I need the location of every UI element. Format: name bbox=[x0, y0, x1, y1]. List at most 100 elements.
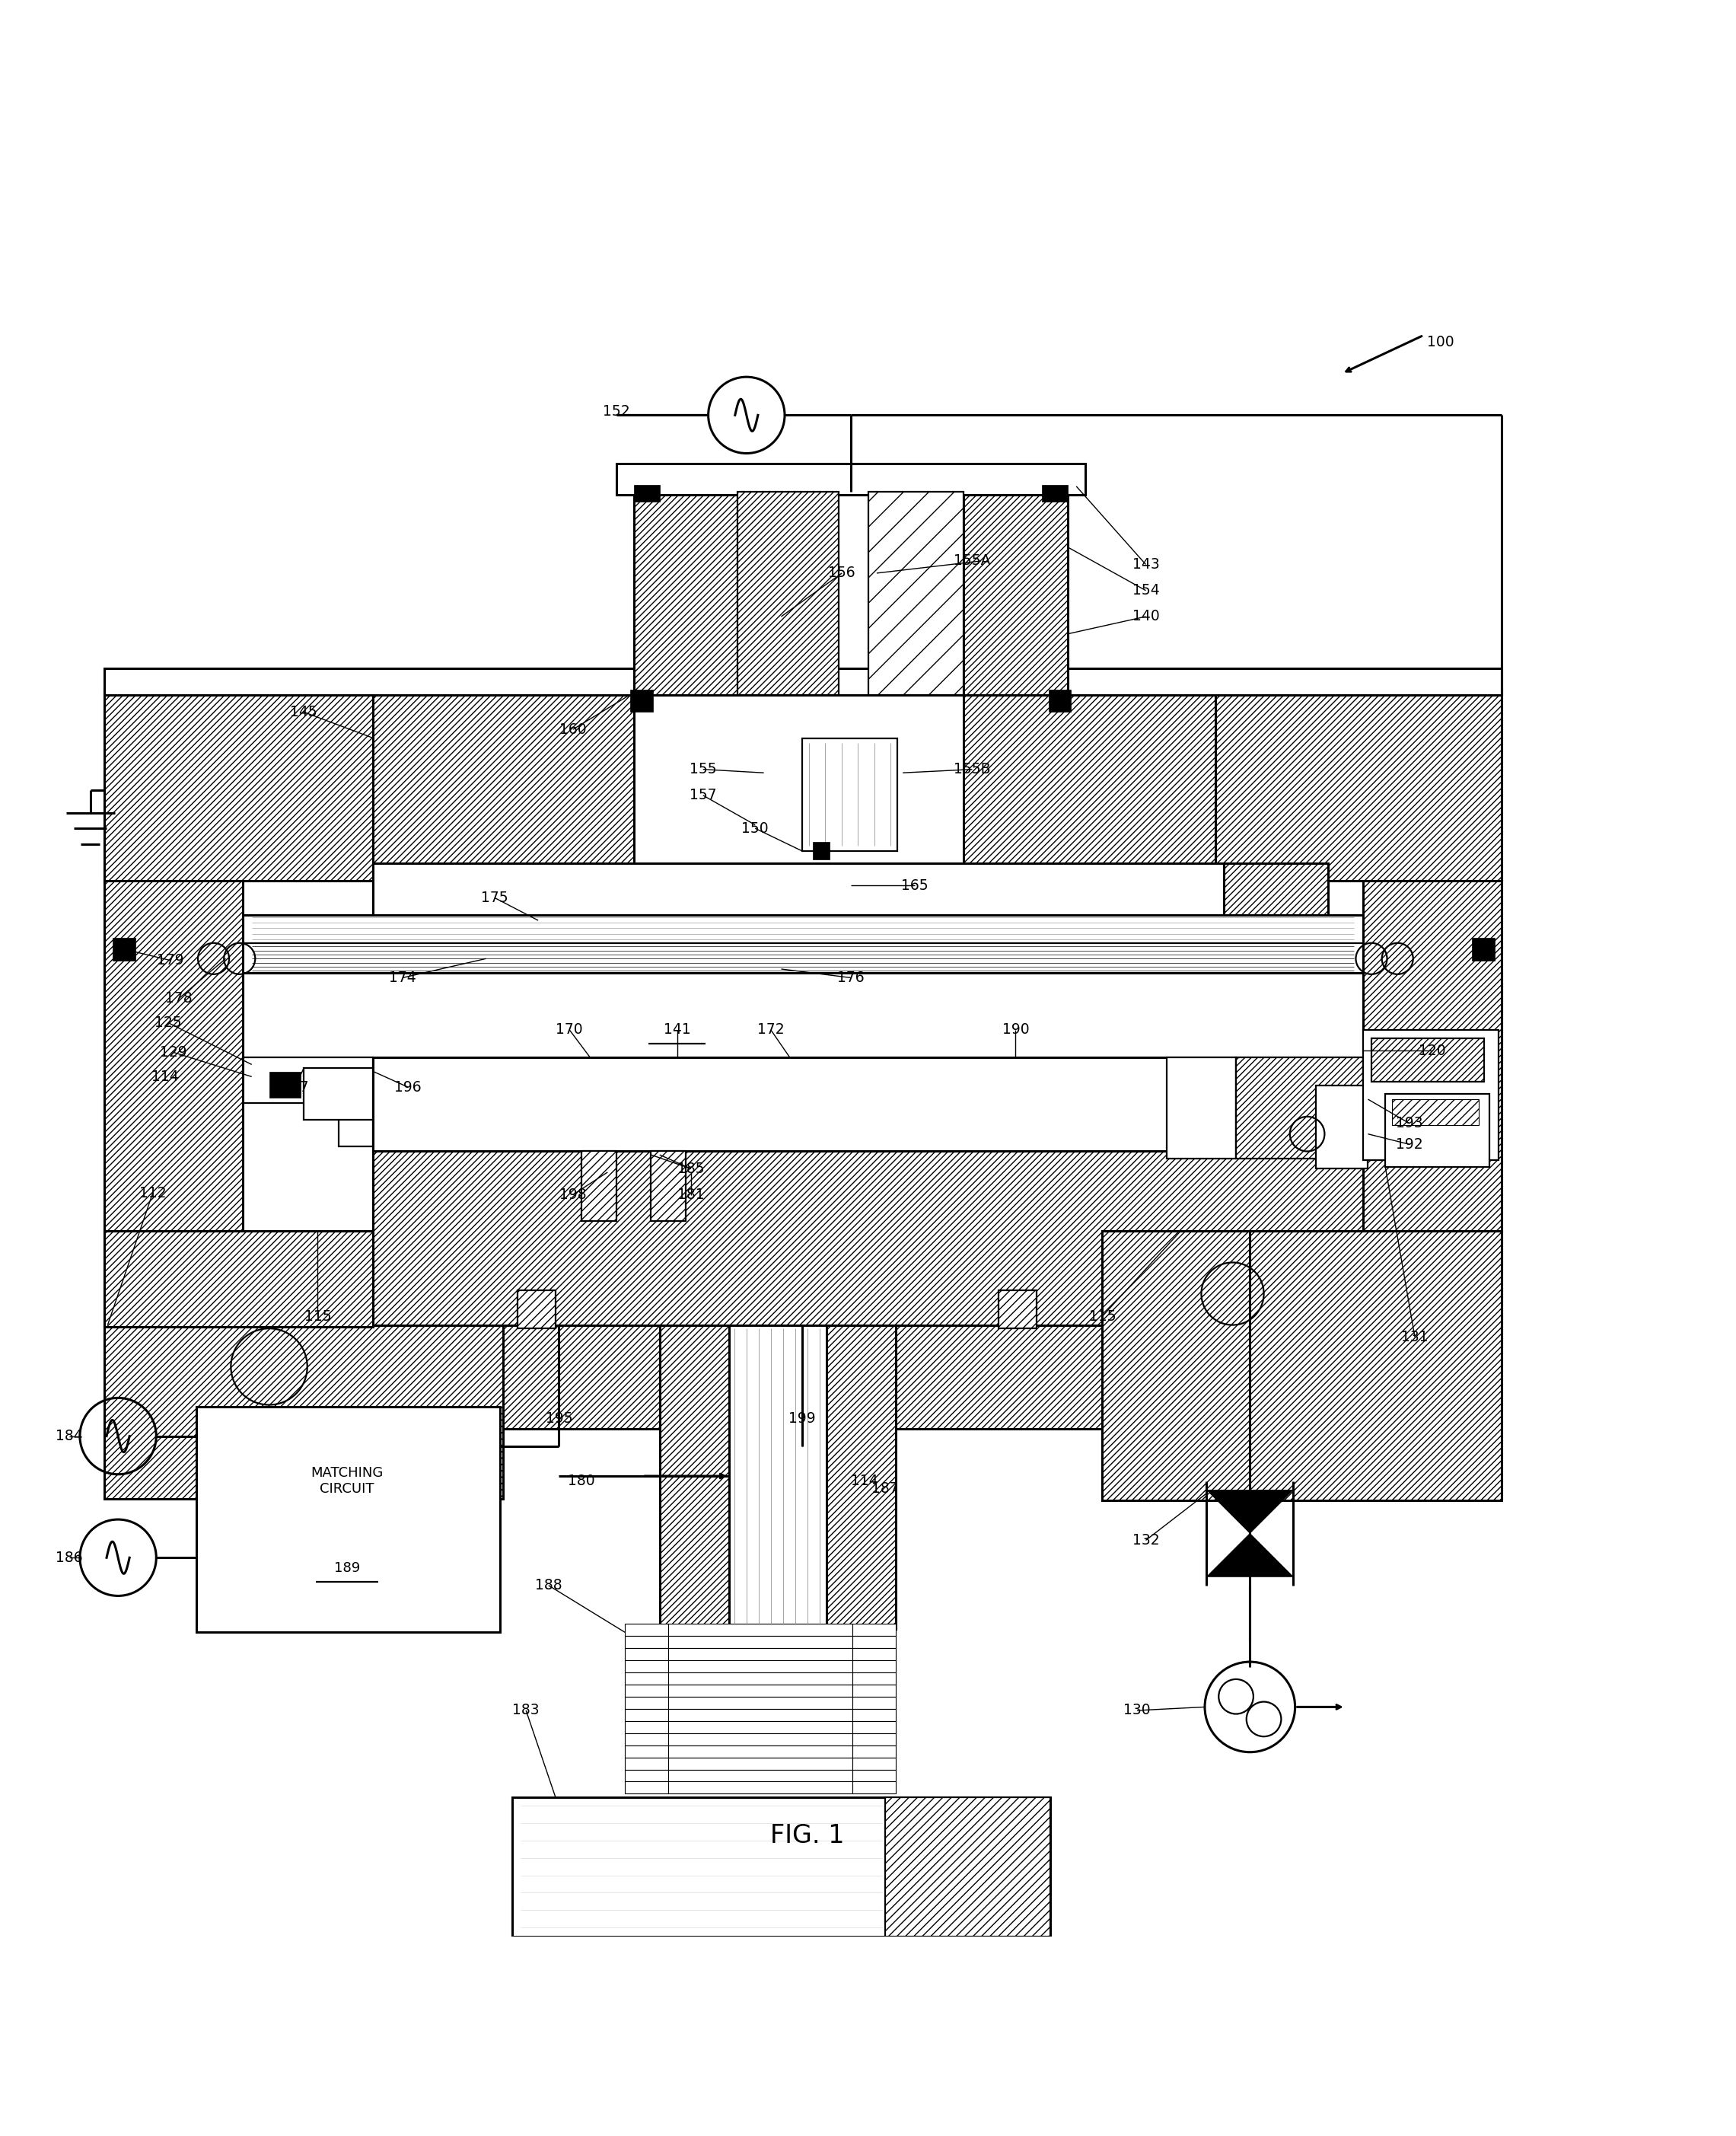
Bar bbox=[243, 914, 1363, 942]
Text: 197: 197 bbox=[281, 1081, 309, 1094]
Bar bbox=[269, 1072, 300, 1098]
Bar bbox=[243, 942, 1363, 974]
Bar bbox=[304, 1068, 373, 1119]
Text: 175: 175 bbox=[481, 891, 509, 906]
Text: 170: 170 bbox=[556, 1023, 583, 1038]
Polygon shape bbox=[668, 1758, 852, 1769]
Polygon shape bbox=[668, 1722, 852, 1732]
Polygon shape bbox=[668, 1685, 852, 1696]
Bar bbox=[582, 1151, 616, 1222]
Polygon shape bbox=[852, 1636, 896, 1649]
Bar bbox=[998, 1290, 1036, 1329]
Text: 183: 183 bbox=[512, 1702, 540, 1717]
Bar bbox=[104, 669, 1502, 694]
Bar bbox=[738, 491, 838, 694]
Bar bbox=[826, 1324, 896, 1630]
Polygon shape bbox=[668, 1672, 852, 1685]
Polygon shape bbox=[625, 1685, 668, 1696]
Polygon shape bbox=[852, 1672, 896, 1685]
Text: 145: 145 bbox=[290, 705, 318, 720]
Text: 195: 195 bbox=[545, 1412, 573, 1427]
Bar bbox=[1167, 1057, 1236, 1158]
Polygon shape bbox=[625, 1758, 668, 1769]
Text: 140: 140 bbox=[1132, 609, 1160, 624]
Text: 130: 130 bbox=[1123, 1702, 1151, 1717]
Text: 187: 187 bbox=[871, 1480, 899, 1495]
Polygon shape bbox=[625, 1709, 668, 1722]
Bar bbox=[651, 1151, 686, 1222]
Bar bbox=[1371, 1038, 1484, 1083]
Text: 157: 157 bbox=[689, 788, 717, 803]
Bar bbox=[1215, 690, 1502, 880]
Text: 115: 115 bbox=[304, 1309, 332, 1324]
Bar bbox=[1224, 863, 1328, 918]
Polygon shape bbox=[668, 1732, 852, 1745]
Bar bbox=[729, 1324, 826, 1630]
Text: 154: 154 bbox=[1132, 583, 1160, 598]
Text: 125: 125 bbox=[155, 1015, 182, 1030]
Text: 114: 114 bbox=[151, 1070, 179, 1083]
Text: 189: 189 bbox=[333, 1561, 361, 1574]
Bar bbox=[113, 938, 135, 961]
Bar bbox=[1236, 1057, 1363, 1158]
Polygon shape bbox=[668, 1623, 852, 1636]
Polygon shape bbox=[668, 1745, 852, 1758]
Polygon shape bbox=[625, 1636, 668, 1649]
Polygon shape bbox=[625, 1672, 668, 1685]
Text: 129: 129 bbox=[160, 1045, 187, 1059]
Bar bbox=[517, 1290, 556, 1329]
Bar bbox=[1392, 1100, 1479, 1126]
Polygon shape bbox=[668, 1709, 852, 1722]
Polygon shape bbox=[625, 1722, 668, 1732]
Text: 198: 198 bbox=[559, 1188, 587, 1203]
Polygon shape bbox=[625, 1732, 668, 1745]
Text: 165: 165 bbox=[901, 878, 929, 893]
Polygon shape bbox=[852, 1745, 896, 1758]
Bar bbox=[634, 491, 738, 694]
Text: 184: 184 bbox=[56, 1429, 83, 1444]
Polygon shape bbox=[1207, 1491, 1293, 1534]
Text: 155: 155 bbox=[689, 763, 717, 778]
Bar bbox=[373, 1057, 1363, 1153]
Polygon shape bbox=[852, 1758, 896, 1769]
Bar bbox=[373, 690, 634, 880]
Polygon shape bbox=[668, 1649, 852, 1660]
Bar bbox=[503, 1324, 1102, 1429]
Bar bbox=[243, 972, 1502, 1059]
Text: 185: 185 bbox=[677, 1162, 705, 1177]
Text: 190: 190 bbox=[1002, 1023, 1029, 1038]
Bar bbox=[963, 491, 1068, 694]
Polygon shape bbox=[668, 1769, 852, 1781]
Polygon shape bbox=[625, 1781, 668, 1794]
Bar bbox=[373, 1151, 1363, 1324]
Polygon shape bbox=[852, 1709, 896, 1722]
Polygon shape bbox=[625, 1649, 668, 1660]
Text: 186: 186 bbox=[56, 1551, 83, 1566]
Text: 181: 181 bbox=[677, 1188, 705, 1203]
Bar bbox=[1042, 485, 1068, 502]
Text: 176: 176 bbox=[837, 970, 865, 985]
Polygon shape bbox=[668, 1636, 852, 1649]
Text: 155B: 155B bbox=[953, 763, 991, 778]
Polygon shape bbox=[668, 1781, 852, 1794]
Bar bbox=[373, 863, 1224, 918]
Polygon shape bbox=[852, 1660, 896, 1672]
Text: 193: 193 bbox=[1396, 1117, 1424, 1130]
Polygon shape bbox=[668, 1696, 852, 1709]
Text: 192: 192 bbox=[1396, 1136, 1424, 1151]
Bar bbox=[963, 690, 1215, 880]
Bar bbox=[1363, 1030, 1498, 1160]
Text: 172: 172 bbox=[757, 1023, 785, 1038]
Text: 199: 199 bbox=[788, 1412, 816, 1427]
Bar bbox=[868, 491, 963, 694]
Bar bbox=[1049, 690, 1071, 711]
Bar bbox=[1363, 880, 1502, 1346]
Text: 141: 141 bbox=[663, 1023, 691, 1038]
Polygon shape bbox=[625, 1696, 668, 1709]
Bar bbox=[660, 1324, 729, 1630]
Bar bbox=[630, 690, 653, 711]
Text: 115: 115 bbox=[1088, 1309, 1116, 1324]
Bar bbox=[1102, 1230, 1502, 1499]
Text: 155A: 155A bbox=[953, 553, 991, 568]
Bar bbox=[802, 739, 898, 850]
